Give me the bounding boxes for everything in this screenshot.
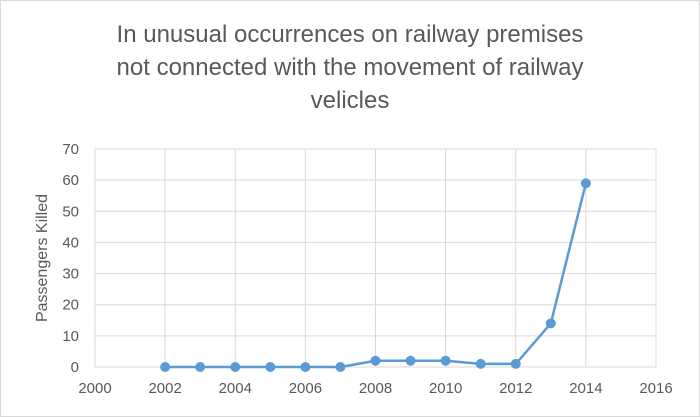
y-tick-label: 0 xyxy=(71,359,79,376)
chart-title-line-1: In unusual occurrences on railway premis… xyxy=(116,21,584,48)
data-point xyxy=(195,362,206,372)
gridlines xyxy=(94,148,657,368)
data-point xyxy=(405,355,416,366)
x-tick-label: 2000 xyxy=(78,380,111,397)
data-point xyxy=(230,362,241,372)
y-tick-label: 60 xyxy=(62,172,79,189)
x-tick-label: 2012 xyxy=(499,380,532,397)
x-tick-label: 2002 xyxy=(148,380,181,397)
x-tick-label: 2016 xyxy=(639,380,672,397)
y-axis-ticks: 0 10 20 30 40 50 60 70 xyxy=(62,141,79,376)
y-tick-label: 30 xyxy=(62,266,79,283)
chart-title-line-2: not connected with the movement of railw… xyxy=(116,54,584,81)
x-tick-label: 2006 xyxy=(289,380,322,397)
data-point xyxy=(440,355,451,366)
x-axis-ticks: 2000 2002 2004 2006 2008 2010 2012 2014 2016 xyxy=(78,380,672,397)
data-point xyxy=(580,178,591,189)
data-point xyxy=(545,318,556,329)
x-tick-label: 2010 xyxy=(429,380,462,397)
y-tick-label: 70 xyxy=(62,141,79,158)
data-point xyxy=(265,362,276,372)
data-point xyxy=(160,362,171,372)
chart-title: In unusual occurrences on railway premis… xyxy=(0,18,700,117)
data-point xyxy=(475,358,486,369)
data-point xyxy=(370,355,381,366)
data-point xyxy=(510,358,521,369)
x-tick-label: 2008 xyxy=(359,380,392,397)
y-tick-label: 40 xyxy=(62,234,79,251)
y-tick-label: 10 xyxy=(62,328,79,345)
x-tick-label: 2014 xyxy=(569,380,602,397)
data-point xyxy=(335,362,346,372)
x-tick-label: 2004 xyxy=(219,380,252,397)
y-axis-label: Passengers Killed xyxy=(34,194,51,322)
chart-title-line-3: velicles xyxy=(310,87,390,114)
y-tick-label: 20 xyxy=(62,297,79,314)
y-tick-label: 50 xyxy=(62,203,79,220)
series xyxy=(160,178,591,372)
data-point xyxy=(300,362,311,372)
